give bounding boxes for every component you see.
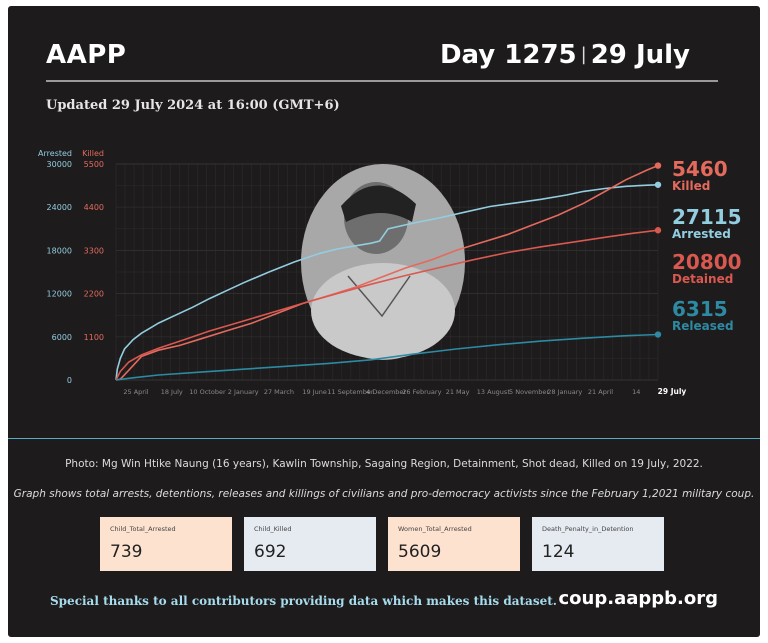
x-tick-label: 27 March [264,388,294,396]
x-tick-label: 10 October [189,388,226,396]
day-count: Day 1275 [439,40,577,70]
stat-label: Child_Killed [254,525,292,533]
stat-women-total-arrested: Women_Total_Arrested 5609 [388,517,520,571]
left-tick-label: 24000 [47,203,72,212]
right-axis-title: Killed [82,149,104,158]
x-tick-label: 13 August [477,388,511,396]
end-name-killed: Killed [672,179,710,193]
left-tick-label: 6000 [52,333,72,342]
right-tick-label: 4400 [84,203,104,212]
end-value-killed: 5460 [672,157,728,181]
heading-date: 29 July [590,40,690,70]
day-date-heading: Day 1275 | 29 July [440,40,690,70]
series-line-killed [115,164,659,381]
x-tick-label: 26 February [402,388,441,396]
site-link[interactable]: coup.aappb.org [558,588,719,609]
stat-value: 5609 [398,542,442,562]
x-tick-label: 2 January [228,388,259,396]
end-value-detained: 20800 [672,250,742,274]
end-name-arrested: Arrested [672,227,731,241]
left-axis-title: Arrested [38,149,72,158]
right-tick-label: 2200 [84,290,104,299]
cumulative-line-chart: 30000 24000 18000 12000 6000 0 5500 4400 3300 220… [38,149,742,396]
x-tick-label: 28 January [547,388,582,396]
header-rule [46,80,718,82]
left-tick-label: 18000 [47,246,72,255]
end-name-released: Released [672,319,734,333]
x-tick-label: 29 July [658,387,687,396]
stat-label: Women_Total_Arrested [398,525,472,533]
thanks-note: Special thanks to all contributors provi… [50,594,557,608]
x-tick-label: 25 April [123,388,148,396]
left-tick-label: 30000 [47,160,72,169]
chart-series-lines [115,162,662,381]
series-line-released [115,333,659,381]
left-tick-label: 12000 [47,290,72,299]
infographic-card: AAPP Day 1275 | 29 July Updated 29 July 20… [8,6,760,637]
chart-axes: 30000 24000 18000 12000 6000 0 5500 4400 3300 220… [38,149,686,396]
stat-value: 692 [254,542,287,562]
x-tick-label: 14 [632,388,640,396]
end-value-arrested: 27115 [672,205,742,229]
x-tick-label: 19 June [302,388,327,396]
stat-value: 124 [542,542,575,562]
x-tick-label: 5 November [509,388,549,396]
series-endpoint-killed [654,162,662,169]
x-tick-label: 11 September [327,388,374,396]
stat-label: Child_Total_Arrested [110,525,176,533]
stat-label: Death_Penalty_in_Detention [542,525,634,533]
x-tick-label: 4 December [366,388,406,396]
right-tick-label: 1100 [84,333,104,342]
stat-value: 739 [110,542,143,562]
section-divider [8,438,760,439]
series-endpoint-detained [654,227,662,234]
end-name-detained: Detained [672,272,733,286]
x-tick-label: 21 April [588,388,613,396]
org-title: AAPP [46,40,127,70]
series-line-detained [115,229,659,381]
right-tick-label: 5500 [84,160,104,169]
heading-separator: | [580,44,587,65]
updated-timestamp: Updated 29 July 2024 at 16:00 (GMT+6) [46,98,340,113]
left-tick-label: 0 [67,376,72,385]
series-endpoint-arrested [654,181,662,188]
stat-death-penalty-in-detention: Death_Penalty_in_Detention 124 [532,517,664,571]
victim-photo [301,164,465,360]
stat-child-total-arrested: Child_Total_Arrested 739 [100,517,232,571]
stat-child-killed: Child_Killed 692 [244,517,376,571]
x-tick-label: 18 July [161,388,183,396]
stats-row: Child_Total_Arrested 739 Child_Killed 69… [100,517,666,571]
right-tick-label: 3300 [84,246,104,255]
x-tick-label: 21 May [446,388,470,396]
series-endpoint-released [654,331,662,338]
end-value-released: 6315 [672,297,728,321]
series-line-arrested [115,184,659,381]
graph-description: Graph shows total arrests, detentions, r… [13,488,755,500]
photo-caption: Photo: Mg Win Htike Naung (16 years), Ka… [65,458,703,470]
